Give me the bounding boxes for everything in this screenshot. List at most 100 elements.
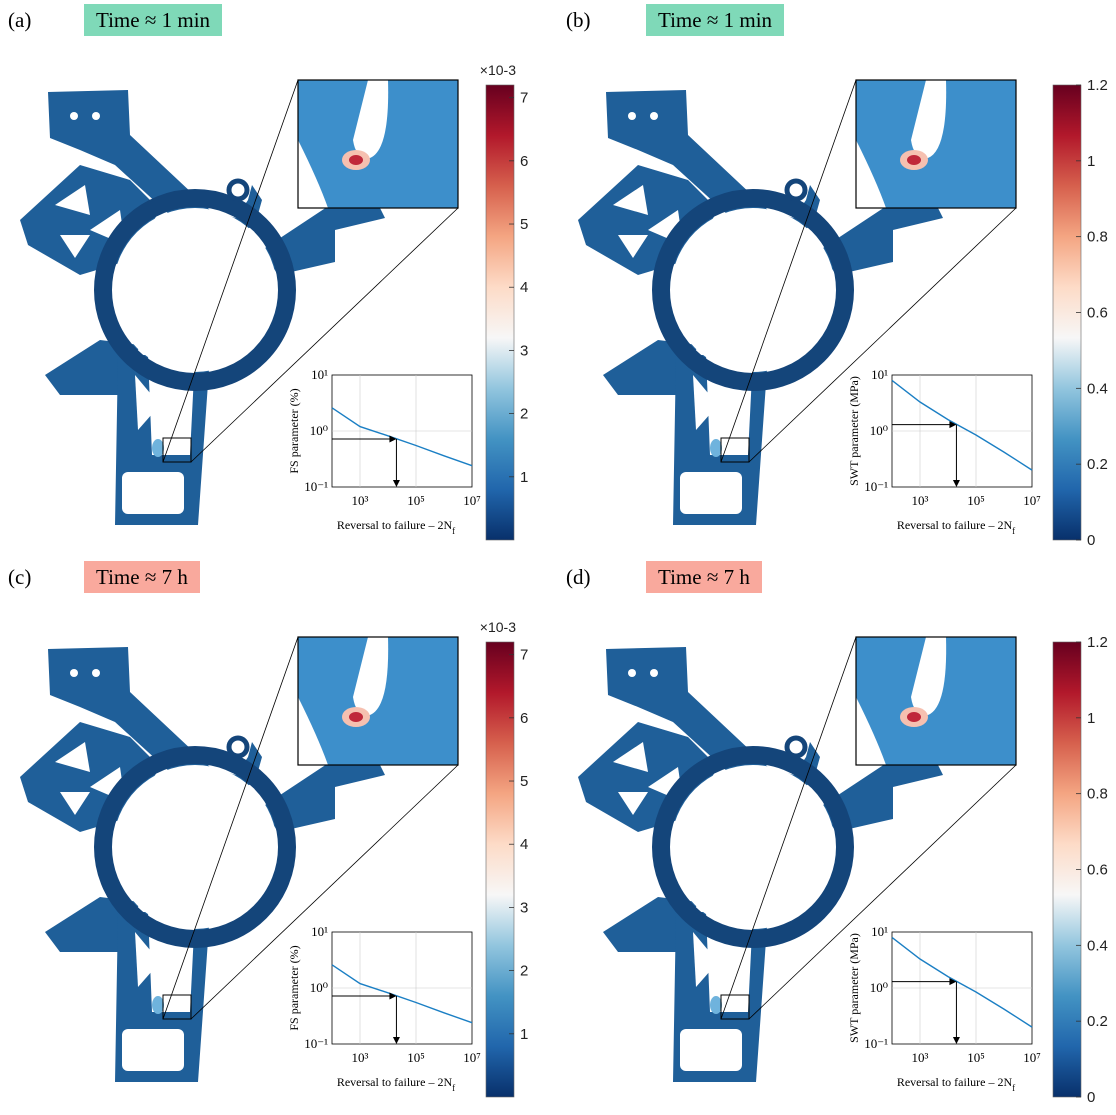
bracket-lower-tab xyxy=(603,897,698,952)
hot-spot xyxy=(152,996,164,1014)
bracket-ring xyxy=(652,189,854,391)
zoom-line xyxy=(748,207,1017,463)
brace-cutout xyxy=(693,375,718,430)
brace-cutout xyxy=(135,932,160,987)
y-tick-label: 10⁰ xyxy=(310,980,328,995)
x-tick-label: 10⁵ xyxy=(407,1050,425,1065)
colorbar-tick-label: 3 xyxy=(520,899,528,916)
panel-label: (d) xyxy=(566,565,591,589)
inset-notch xyxy=(911,637,947,716)
x-tick-label: 10⁷ xyxy=(1023,1050,1041,1065)
colorbar-tick-label: 1.2 xyxy=(1087,634,1108,651)
inset-frame xyxy=(297,79,459,209)
colorbar-tick-label: 0.4 xyxy=(1087,937,1108,954)
colorbar-tick-label: 0 xyxy=(1087,532,1095,549)
colorbar-tick-label: 1 xyxy=(1087,153,1095,170)
bracket-part xyxy=(20,90,385,525)
sn-curve xyxy=(331,407,473,467)
bracket-part xyxy=(20,647,385,1082)
colorbar-tick-label: 5 xyxy=(520,216,528,233)
y-tick-label: 10¹ xyxy=(311,367,328,382)
colorbar-multiplier: ×10-3 xyxy=(480,62,516,78)
hot-spot xyxy=(152,439,164,457)
colorbar: 0 0.2 0.4 0.6 0.8 1 1.2 xyxy=(1052,634,1108,1106)
bracket-lower-tab xyxy=(45,897,140,952)
ring-lug xyxy=(784,735,808,759)
bracket-lower-tab xyxy=(45,340,140,395)
bolt-hole xyxy=(628,112,636,120)
colorbar-gradient xyxy=(486,642,514,1097)
wing-cutout xyxy=(55,742,90,772)
arrow-head xyxy=(952,480,960,487)
bracket-plate xyxy=(606,647,820,805)
x-tick-label: 10⁷ xyxy=(463,1050,481,1065)
colorbar-tick-label: 1 xyxy=(520,469,528,486)
y-tick-label: 10⁻¹ xyxy=(304,1036,328,1051)
bracket-right-arm xyxy=(262,205,385,275)
zoom-line xyxy=(720,79,857,463)
sn-curve xyxy=(331,964,473,1024)
wing-cutout xyxy=(618,235,648,258)
panel-label: (b) xyxy=(566,8,591,32)
stress-peak xyxy=(349,712,363,722)
box-cutout xyxy=(122,472,184,514)
y-tick-label: 10¹ xyxy=(871,367,888,382)
arrow-head xyxy=(389,992,397,1000)
y-tick-label: 10⁻¹ xyxy=(864,479,888,494)
panel-figure: 1 2 3 4 5 6 7×10-3 10¹ 10⁰ 10⁻¹ 10³ 10⁵ 10⁷ FS parame… xyxy=(20,619,528,1098)
y-axis-label: FS parameter (%) xyxy=(287,945,301,1030)
zoom-box xyxy=(162,994,192,1020)
colorbar-tick-label: 0.2 xyxy=(1087,1013,1108,1030)
inset-edge xyxy=(298,140,328,208)
x-axis-label: Reversal to failure – 2Nf xyxy=(897,1075,1015,1093)
inset-notch xyxy=(353,637,389,716)
zoom-inset xyxy=(720,79,1017,463)
x-axis-label-subscript: f xyxy=(1012,1083,1015,1093)
box-cutout xyxy=(122,1029,184,1071)
ring-bore xyxy=(671,765,835,929)
colorbar-tick-label: 0.4 xyxy=(1087,380,1108,397)
box-cutout xyxy=(680,472,742,514)
x-tick-label: 10⁷ xyxy=(463,493,481,508)
bolt-hole xyxy=(92,112,100,120)
time-badge: Time ≈ 7 h xyxy=(84,561,200,593)
bracket-plate xyxy=(48,647,262,805)
stress-peak xyxy=(349,155,363,165)
bolt-hole xyxy=(650,669,658,677)
zoom-box xyxy=(162,437,192,463)
x-tick-label: 10⁵ xyxy=(407,493,425,508)
sn-plot: 10¹ 10⁰ 10⁻¹ 10³ 10⁵ 10⁷ SWT parameter (MPa) Re… xyxy=(847,367,1041,536)
panel-c: (c) Time ≈ 7 h 1 2 3 4 5 6 7 ×10-3 10¹ 10⁰ 10⁻¹ 10³… xyxy=(0,557,558,1114)
x-axis-label: Reversal to failure – 2Nf xyxy=(337,1075,455,1093)
bracket-part xyxy=(578,90,943,525)
inset-notch xyxy=(911,80,947,159)
stress-peak xyxy=(907,712,921,722)
bolt-hole xyxy=(70,669,78,677)
zoom-line xyxy=(162,636,299,1020)
wing-cutout xyxy=(55,185,90,215)
bracket-plate xyxy=(48,90,262,248)
wing-cutout xyxy=(60,792,90,815)
brace-cutout xyxy=(693,932,718,987)
sn-plot: 10¹ 10⁰ 10⁻¹ 10³ 10⁵ 10⁷ FS parameter (%) Rever… xyxy=(287,924,481,1093)
colorbar-frame xyxy=(485,641,515,1098)
bracket-part xyxy=(578,647,943,1082)
y-tick-label: 10⁰ xyxy=(870,423,888,438)
arrow-head xyxy=(949,421,957,429)
x-axis-label-subscript: f xyxy=(452,1083,455,1093)
x-tick-label: 10⁵ xyxy=(967,493,985,508)
inset-edge xyxy=(856,140,886,208)
zoom-line xyxy=(720,636,857,1020)
wing-cutout xyxy=(613,742,648,772)
colorbar-gradient xyxy=(486,85,514,540)
zoom-box xyxy=(720,994,750,1020)
bracket-ring xyxy=(94,746,296,948)
inset-edge xyxy=(856,697,886,765)
bracket-ring xyxy=(652,746,854,948)
time-badge: Time ≈ 1 min xyxy=(646,4,785,36)
ring-bore xyxy=(113,765,277,929)
zoom-inset xyxy=(162,79,459,463)
colorbar-tick-label: 0.6 xyxy=(1087,305,1108,322)
x-axis-label-subscript: f xyxy=(1012,526,1015,536)
x-tick-label: 10⁷ xyxy=(1023,493,1041,508)
